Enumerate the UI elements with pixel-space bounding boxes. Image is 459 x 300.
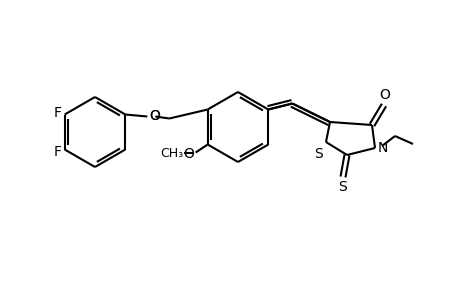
Text: O: O bbox=[149, 109, 160, 122]
Text: O: O bbox=[182, 146, 193, 161]
Text: O: O bbox=[379, 88, 390, 102]
Text: O: O bbox=[149, 109, 160, 122]
Text: F: F bbox=[54, 106, 62, 119]
Text: N: N bbox=[377, 141, 387, 155]
Text: S: S bbox=[313, 147, 322, 161]
Text: F: F bbox=[54, 145, 62, 158]
Text: CH₃: CH₃ bbox=[160, 147, 183, 160]
Text: S: S bbox=[338, 180, 347, 194]
